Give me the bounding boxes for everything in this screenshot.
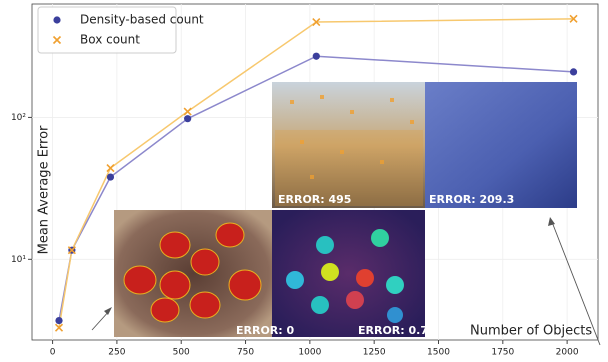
point xyxy=(55,316,63,325)
point xyxy=(312,17,321,27)
point xyxy=(184,115,192,123)
image-dots xyxy=(275,95,423,206)
y-axis-label: Mean Average Error xyxy=(37,125,52,254)
x-tick-label: 250 xyxy=(108,348,125,358)
legend-marker xyxy=(52,35,62,45)
x-tick-label: 1250 xyxy=(363,348,386,358)
y-tick-label: 10² xyxy=(11,113,26,123)
point xyxy=(106,163,115,173)
plot-frame xyxy=(31,3,599,341)
image-berries xyxy=(123,222,262,323)
arrow-head xyxy=(548,217,555,226)
arrow xyxy=(551,221,601,346)
annotation: ERROR: 209.3 xyxy=(429,193,514,206)
x-tick-label: 750 xyxy=(237,348,254,358)
x-tick-label: 1500 xyxy=(427,348,450,358)
legend xyxy=(37,6,177,54)
x-axis-label: Number of Objects xyxy=(470,324,592,339)
inset-images: ERROR: 495 ERROR: 209.3 ERROR: 0 ERROR: … xyxy=(91,82,601,346)
marks xyxy=(54,14,578,332)
point xyxy=(67,246,76,255)
x-tick-label: 500 xyxy=(173,348,190,358)
point xyxy=(183,107,192,116)
annotation: ERROR: 495 xyxy=(278,193,351,206)
image-box-count-dense xyxy=(272,82,425,208)
lines xyxy=(58,18,574,328)
point xyxy=(106,173,115,181)
y-tick-label: 10¹ xyxy=(11,255,26,265)
annotation: ERROR: 0.7 xyxy=(358,324,428,337)
legend-entries: Density-based count Box count xyxy=(52,13,204,47)
x-tick-label: 2000 xyxy=(556,348,579,358)
x-tick-label: 0 xyxy=(50,348,56,358)
point xyxy=(569,14,578,23)
image-heat-spots xyxy=(286,229,404,323)
series-line xyxy=(58,18,574,328)
point xyxy=(569,68,578,76)
legend-marker xyxy=(53,16,61,24)
legend-label: Density-based count xyxy=(80,13,204,27)
annotation: ERROR: 0 xyxy=(236,324,295,337)
legend-label: Box count xyxy=(80,33,140,47)
point xyxy=(312,52,320,60)
image-density-dense xyxy=(425,82,577,208)
x-tick-label: 1750 xyxy=(491,348,514,358)
x-tick-label: 1000 xyxy=(298,348,321,358)
point xyxy=(54,323,64,332)
arrow-head xyxy=(104,307,112,315)
